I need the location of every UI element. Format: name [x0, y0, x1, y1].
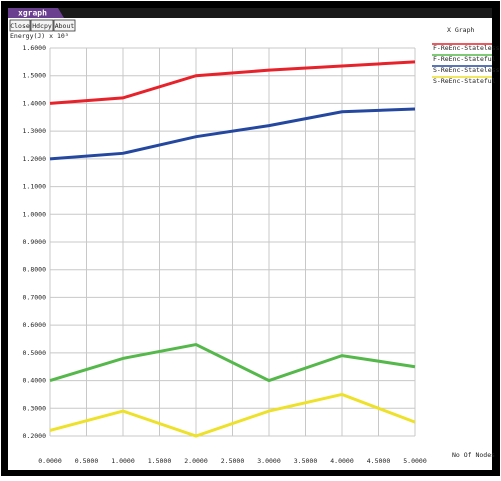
y-tick-label: 0.9000: [23, 238, 47, 246]
x-tick-label: 4.0000: [330, 457, 354, 465]
x-tick-label: 0.0000: [38, 457, 62, 465]
y-tick-label: 0.3000: [23, 404, 47, 412]
about-button[interactable]: About: [53, 19, 76, 32]
y-axis-label: Energy(J) x 10³: [10, 32, 69, 40]
y-tick-label: 0.7000: [23, 293, 47, 301]
x-tick-label: 3.0000: [257, 457, 281, 465]
x-tick-label: 2.0000: [184, 457, 208, 465]
button-label[interactable]: About: [55, 22, 75, 30]
y-tick-label: 0.6000: [23, 321, 47, 329]
legend-label: S-ReEnc-Stateful: [433, 77, 496, 85]
x-axis-label: No Of Nodes: [452, 451, 495, 459]
y-tick-label: 1.6000: [23, 44, 47, 52]
legend-label: S-ReEnc-Stateless: [433, 66, 500, 74]
x-tick-label: 0.5000: [75, 457, 99, 465]
y-tick-label: 1.0000: [23, 210, 47, 218]
x-tick-label: 2.5000: [221, 457, 245, 465]
y-tick-label: 0.5000: [23, 349, 47, 357]
y-tick-label: 1.5000: [23, 72, 47, 80]
legend-label: F-ReEnc-Stateless: [433, 44, 500, 52]
y-tick-label: 1.2000: [23, 155, 47, 163]
y-tick-label: 1.3000: [23, 127, 47, 135]
window-title: xgraph: [18, 9, 47, 18]
close-button[interactable]: Close: [9, 19, 31, 32]
y-tick-label: 0.4000: [23, 377, 47, 385]
y-tick-label: 1.4000: [23, 99, 47, 107]
button-label[interactable]: Hdcpy: [32, 22, 52, 30]
hdcpy-button[interactable]: Hdcpy: [30, 19, 54, 32]
series-line: [49, 342, 416, 383]
y-tick-label: 0.8000: [23, 266, 47, 274]
title-tab: [8, 8, 64, 18]
window: [8, 8, 492, 470]
x-tick-label: 3.5000: [294, 457, 318, 465]
y-tick-label: 0.2000: [23, 432, 47, 440]
series-line: [49, 60, 416, 105]
series-line: [49, 107, 416, 161]
x-tick-label: 5.0000: [403, 457, 427, 465]
y-tick-label: 1.1000: [23, 183, 47, 191]
x-tick-label: 1.0000: [111, 457, 135, 465]
x-tick-label: 4.5000: [367, 457, 391, 465]
x-tick-label: 1.5000: [148, 457, 172, 465]
legend-label: F-ReEnc-Stateful: [433, 55, 496, 63]
title-strip: [8, 8, 492, 18]
chart-title: X Graph: [447, 26, 474, 34]
series-line: [49, 392, 416, 438]
button-label[interactable]: Close: [10, 22, 30, 30]
